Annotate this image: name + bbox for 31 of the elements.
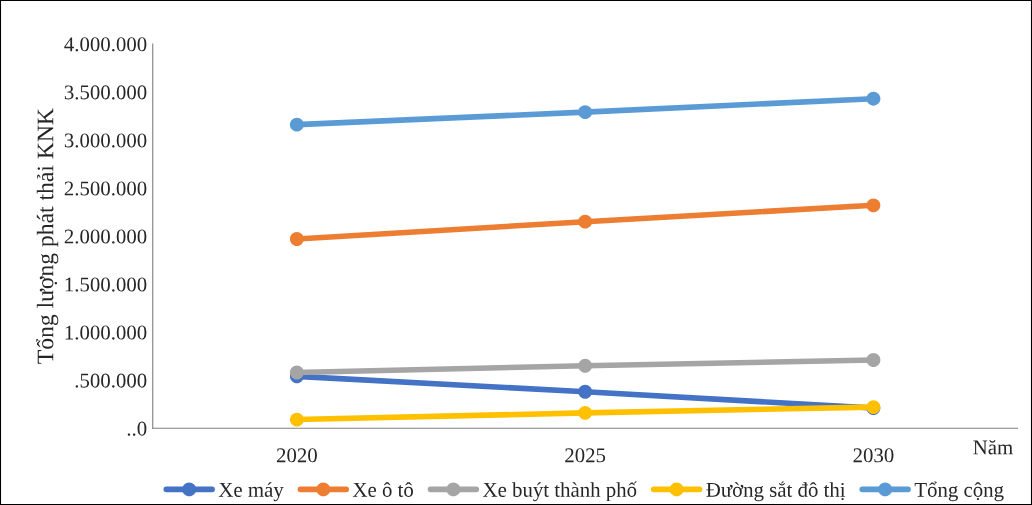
y-tick-label: 2.000.000: [64, 229, 147, 244]
y-tick-label: 3.000.000: [64, 133, 147, 148]
point: [866, 353, 881, 367]
x-tick-label: 2025: [565, 448, 606, 463]
y-tick-label: 1.500.000: [65, 277, 147, 292]
point: [866, 91, 881, 106]
point: [289, 117, 304, 132]
y-tick-label: .500.000: [75, 373, 147, 388]
legend-label: Xe máy: [218, 482, 284, 502]
legend-label: Tổng cộng: [914, 481, 1004, 502]
point: [289, 412, 304, 427]
y-axis-title: Tổng lượng phát thải KNK: [36, 108, 59, 364]
x-axis-title: Năm: [973, 439, 1013, 455]
y-tick-label: 2.500.000: [64, 181, 147, 196]
y-tick-label: 4.000.000: [64, 37, 147, 52]
y-tick-label: 1.000.000: [65, 325, 147, 340]
y-tick-label: 3.500.000: [64, 85, 147, 100]
x-tick-label: 2020: [276, 448, 317, 463]
point: [578, 214, 593, 229]
point: [578, 105, 593, 120]
y-tick-label: ..0: [127, 421, 147, 436]
point: [578, 384, 593, 399]
point: [289, 365, 304, 380]
x-tick-label: 2030: [853, 448, 894, 463]
point: [289, 232, 304, 246]
point: [578, 405, 593, 420]
point: [578, 358, 593, 373]
legend-label: Đường sắt đô thị: [706, 481, 846, 502]
legend-label: Xe buýt thành phố: [483, 481, 637, 502]
point: [866, 198, 881, 213]
legend-label: Xe ô tô: [352, 482, 414, 497]
